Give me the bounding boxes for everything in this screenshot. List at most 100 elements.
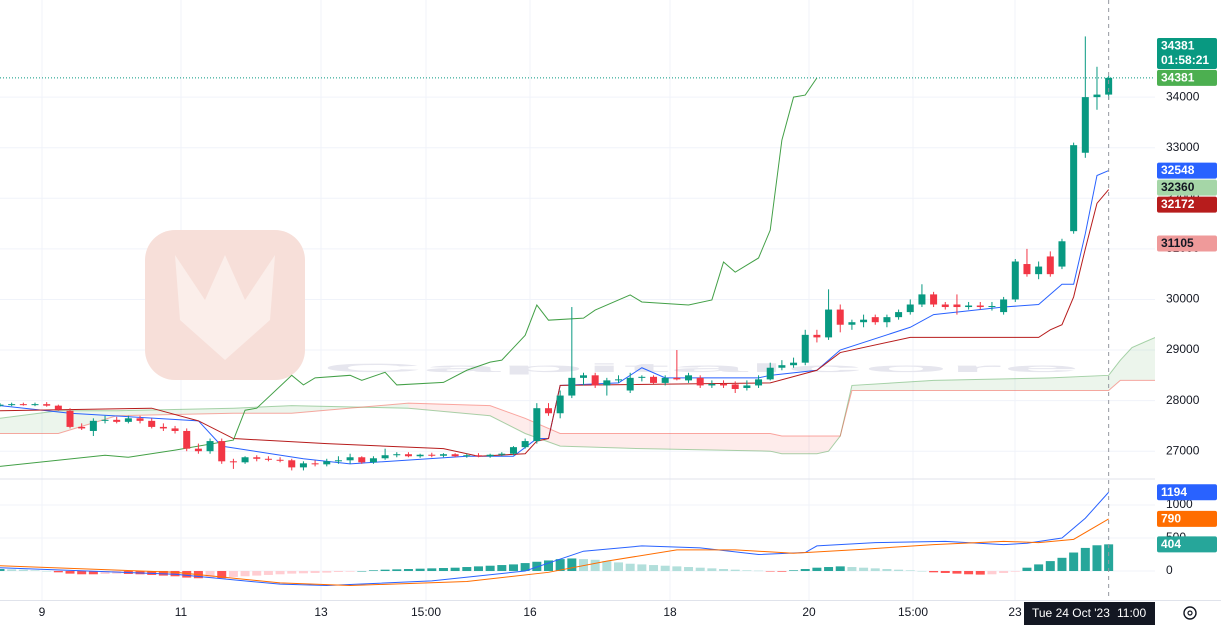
macd-histogram-bar — [812, 567, 822, 571]
macd-histogram-bar — [158, 570, 168, 576]
candle-body — [101, 419, 109, 421]
candle-body — [836, 309, 844, 325]
macd-histogram-bar — [357, 570, 367, 572]
candle-body — [568, 377, 576, 396]
settings-gear[interactable] — [1183, 606, 1197, 620]
macd-histogram-bar — [263, 570, 273, 575]
candle-body — [603, 380, 611, 386]
macd-histogram-bar — [228, 570, 238, 577]
price-label-box — [1157, 196, 1217, 213]
macd-histogram-bar — [567, 558, 577, 571]
candle-body — [580, 375, 587, 378]
macd-histogram-bar — [240, 570, 250, 577]
y2-tick-label: 0 — [1166, 563, 1173, 577]
cloud-fill — [770, 433, 782, 454]
cloud-fill — [1131, 337, 1155, 381]
macd-histogram-bar — [88, 570, 98, 575]
macd-histogram-bar — [65, 570, 75, 574]
cloud-fill — [781, 436, 817, 454]
price-label: 32172 — [1161, 197, 1195, 211]
macd-histogram-bar — [1104, 544, 1114, 571]
macd-histogram-bar — [894, 569, 904, 571]
candle-body — [194, 448, 202, 452]
macd-histogram-bar — [18, 569, 28, 571]
macd-histogram-bar — [473, 566, 483, 571]
price-label-box — [1157, 484, 1217, 501]
candle-body — [521, 441, 529, 448]
macd-histogram-bar — [438, 568, 448, 571]
macd-histogram-bar — [847, 567, 857, 571]
candle-body — [778, 365, 786, 368]
macd-histogram-bar — [1045, 561, 1055, 571]
macd-histogram-bar — [625, 563, 635, 571]
cloud-fill — [0, 410, 59, 434]
macd-histogram-bar — [42, 570, 52, 572]
settings-button[interactable] — [1183, 606, 1197, 620]
candle-body — [1000, 299, 1008, 313]
macd-histogram-bar — [462, 567, 472, 571]
candle-body — [43, 404, 51, 406]
axes: 2700028000290003000031000320003300034000… — [39, 38, 1217, 625]
candle-body — [1070, 145, 1078, 232]
macd-histogram-bar — [217, 570, 227, 579]
macd-histogram-bar — [205, 570, 215, 578]
x-tick-label: 15:00 — [898, 605, 928, 619]
candle-body — [463, 455, 471, 457]
price-label-box — [1157, 179, 1217, 196]
macd-histogram-bar — [952, 570, 962, 574]
candle-body — [743, 385, 751, 388]
price-label-box — [1157, 235, 1217, 252]
candle-body — [988, 306, 996, 308]
macd-histogram-bar — [345, 570, 355, 572]
macd-histogram-bar — [637, 564, 647, 571]
cloud-fill — [291, 403, 409, 414]
candle-body — [124, 418, 132, 422]
candle-body — [1011, 261, 1019, 300]
candle-body — [871, 317, 879, 323]
macd-histogram-bar — [1022, 567, 1032, 571]
overlay — [0, 0, 1155, 600]
candle-body — [544, 408, 552, 414]
candle-body — [369, 458, 377, 463]
cloud-fill — [1050, 375, 1109, 391]
macd-histogram-bar — [987, 570, 997, 575]
macd-histogram-bar — [1057, 557, 1067, 571]
candle-body — [241, 457, 249, 463]
macd-histogram-bar — [252, 570, 262, 576]
settings-gear-center[interactable] — [1187, 610, 1193, 616]
candle-body — [860, 319, 868, 323]
candle-body — [615, 379, 623, 381]
cloud-fill — [828, 436, 841, 452]
macd-histogram-bar — [579, 559, 588, 571]
x-tick-label: 20 — [802, 605, 816, 619]
macd-histogram-bar — [520, 563, 530, 571]
price-label: 32548 — [1161, 163, 1195, 177]
macd-histogram-bar — [940, 570, 950, 573]
price-label: 31105 — [1161, 236, 1194, 250]
candle-body — [206, 441, 214, 452]
candle-body — [1058, 241, 1066, 267]
crosshair-date: Tue 24 Oct '23 — [1032, 606, 1110, 620]
candle-body — [334, 460, 342, 462]
candle-body — [428, 454, 436, 456]
x-tick-label: 13 — [314, 605, 328, 619]
price-label: 34381 — [1161, 71, 1195, 85]
macd-histogram-bar — [999, 570, 1009, 573]
candle-body — [673, 377, 681, 380]
candle-body — [381, 455, 389, 459]
candle-body — [509, 447, 517, 454]
macd-histogram-bar — [368, 570, 378, 571]
cloud-fill — [560, 433, 642, 449]
y-tick-label: 33000 — [1166, 140, 1200, 154]
candle-body — [451, 454, 459, 457]
cloud-fill — [1120, 347, 1132, 381]
macd-histogram-bar — [695, 567, 705, 571]
macd-histogram-bar — [1080, 547, 1090, 571]
macd-histogram-bar — [614, 562, 624, 571]
cloud-fill — [233, 405, 292, 414]
macd-histogram-bar — [754, 570, 764, 572]
candle-body — [486, 454, 494, 457]
y-tick-label: 27000 — [1166, 443, 1200, 457]
price-label: 790 — [1161, 512, 1181, 526]
macd-histogram-bar — [497, 565, 507, 571]
